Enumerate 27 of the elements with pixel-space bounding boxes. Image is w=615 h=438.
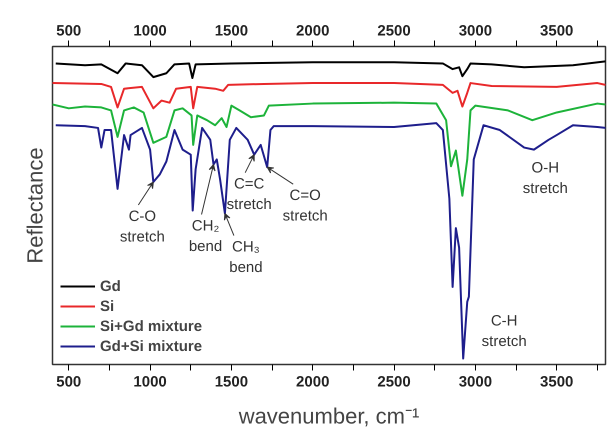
legend-label: Gd (100, 278, 121, 294)
annotation: O-H stretch (522, 160, 568, 198)
x-tick-label: 1000 (133, 22, 167, 40)
annotation: C=O stretch (282, 187, 328, 225)
x2-tick-label: 3500 (540, 374, 574, 390)
x-tick-label: 500 (56, 22, 82, 40)
x2-tick-label: 2000 (296, 374, 330, 390)
x-tick-label: 1500 (214, 22, 248, 40)
annotation: CH₂ bend (188, 217, 222, 255)
legend-label: Gd+Si mixture (100, 338, 202, 354)
x-tick-label: 3500 (540, 22, 574, 40)
x2-tick-label: 500 (56, 374, 82, 390)
annotation: C-H stretch (482, 312, 527, 350)
legend-label: Si+Gd mixture (100, 318, 202, 334)
annotation: C-O stretch (120, 208, 165, 246)
y-axis-title: Reflectance (22, 147, 48, 264)
x-tick-label: 2000 (296, 22, 330, 40)
x-tick-label: 3000 (458, 22, 492, 40)
annotation: CH₃ bend (229, 238, 263, 276)
x2-tick-label: 3000 (458, 374, 492, 390)
x-tick-label: 2500 (377, 22, 411, 40)
x2-tick-label: 2500 (377, 374, 411, 390)
legend-label: Si (100, 298, 116, 314)
x-axis-title: wavenumber, cm⁻¹ (238, 404, 420, 428)
x2-tick-label: 1500 (214, 374, 248, 390)
annotation: C=C stretch (226, 176, 272, 214)
x2-tick-label: 1000 (133, 374, 167, 390)
